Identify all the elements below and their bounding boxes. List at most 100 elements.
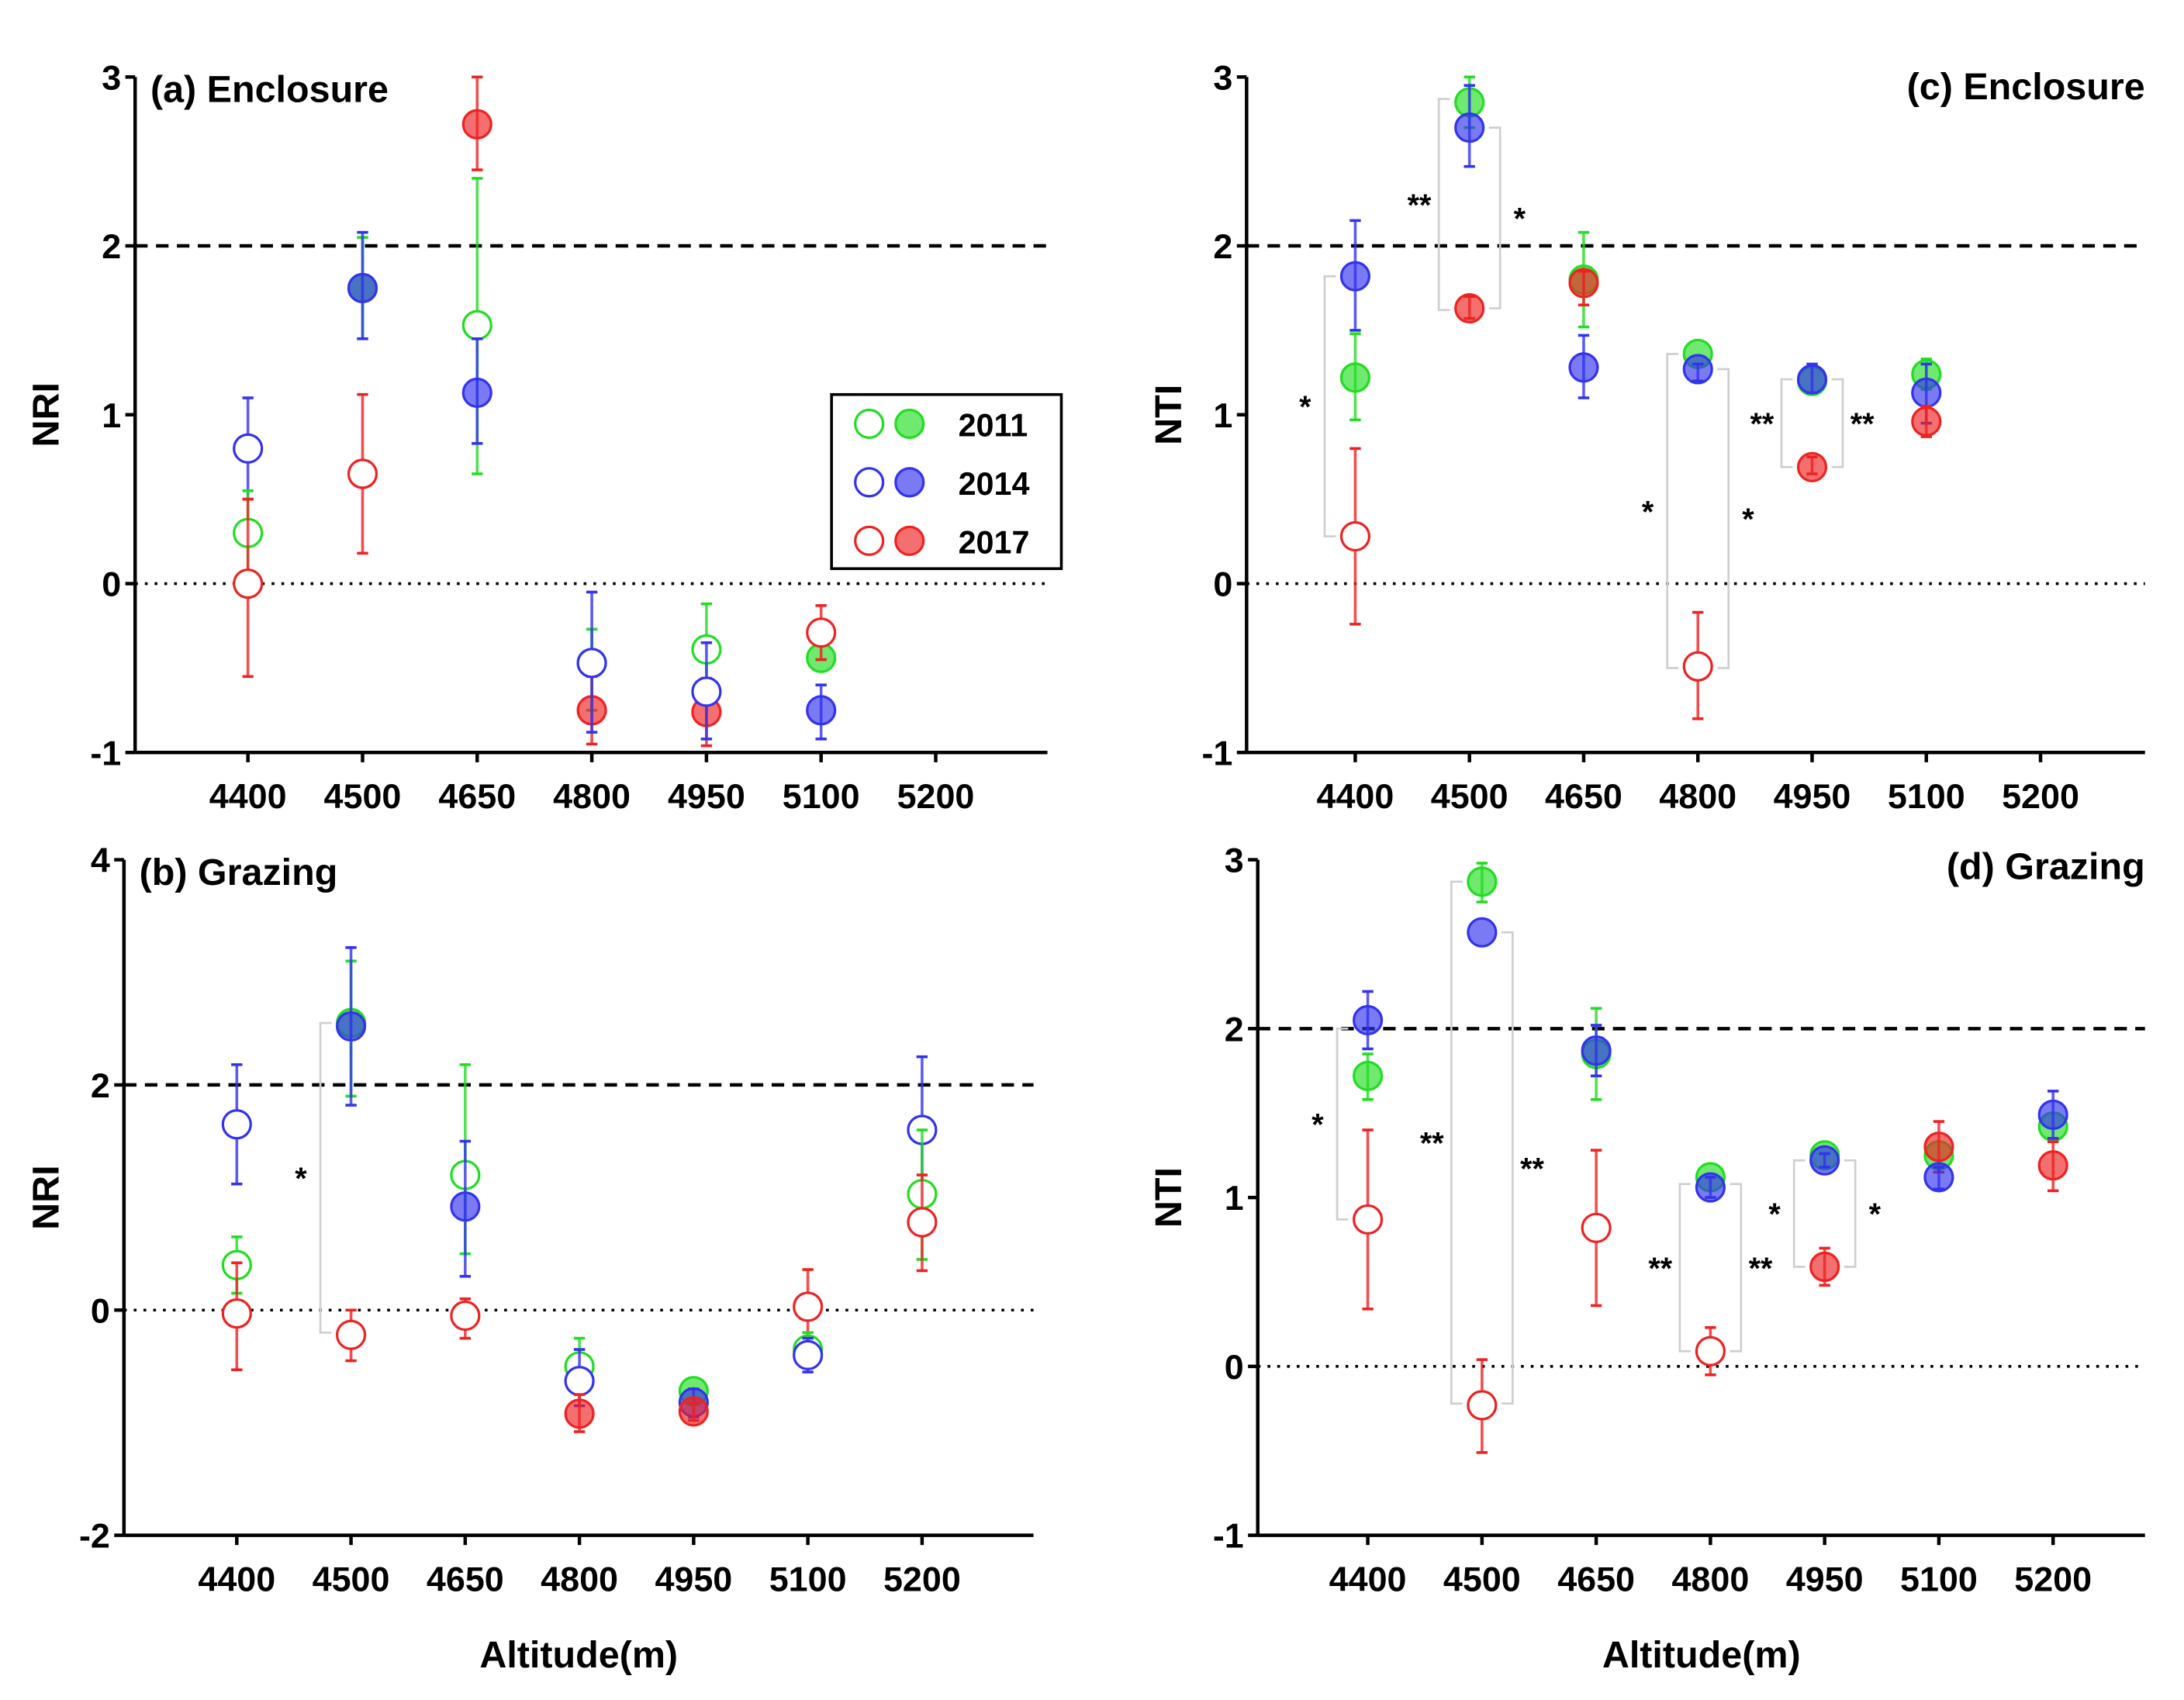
- x-tick-label: 4950: [1786, 1559, 1864, 1598]
- significance-label: *: [1869, 1197, 1882, 1232]
- x-tick-label: 4800: [553, 776, 631, 816]
- legend-marker-open: [854, 408, 885, 440]
- legend-marker-open: [854, 525, 885, 556]
- legend-label: 2017: [959, 524, 1030, 560]
- data-point-2017-open: [1467, 1390, 1498, 1421]
- x-tick-label: 4400: [198, 1559, 275, 1598]
- significance-label: *: [295, 1162, 307, 1196]
- data-point-2017-filled: [1809, 1251, 1840, 1282]
- significance-bracket: [1323, 275, 1336, 537]
- data-point-2011-filled: [1339, 362, 1371, 393]
- significance-bracket: [1502, 931, 1514, 1405]
- data-point-2017-filled: [1454, 293, 1485, 324]
- data-point-2014-filled: [1682, 354, 1713, 385]
- data-point-2017-filled: [1923, 1132, 1954, 1163]
- significance-bracket: [1678, 1183, 1692, 1353]
- x-axis-label: Altitude(m): [1602, 1634, 1801, 1676]
- x-tick-label: 4500: [1443, 1559, 1521, 1598]
- panel-title: (b) Grazing: [140, 852, 338, 893]
- x-tick-label: 4800: [541, 1559, 618, 1598]
- y-tick-label: 3: [1213, 57, 1232, 97]
- data-point-2014-filled: [450, 1191, 481, 1222]
- data-point-2017-filled: [1568, 268, 1599, 299]
- data-point-2017-open: [1695, 1335, 1726, 1367]
- legend-label: 2011: [959, 408, 1028, 444]
- x-tick-label: 4400: [1317, 776, 1394, 816]
- data-point-2017-open: [1339, 520, 1371, 552]
- data-point-2017-filled: [564, 1398, 595, 1429]
- x-tick-label: 5200: [883, 1559, 961, 1598]
- y-tick-label: 1: [1225, 1178, 1244, 1218]
- significance-label: *: [1299, 390, 1311, 424]
- significance-label: **: [1408, 188, 1432, 223]
- y-tick-label: -2: [79, 1516, 110, 1556]
- data-point-2014-filled: [2037, 1099, 2068, 1130]
- significance-bracket: [1336, 1027, 1349, 1221]
- legend-label: 2014: [959, 466, 1030, 502]
- data-point-2014-open: [691, 676, 722, 707]
- y-axis-label: NTI: [1148, 1167, 1190, 1228]
- x-tick-label: 5200: [2002, 776, 2079, 816]
- x-tick-label: 5100: [783, 776, 860, 816]
- x-tick-label: 4400: [209, 776, 287, 816]
- significance-label: **: [1420, 1127, 1444, 1161]
- data-point-2014-filled: [1581, 1035, 1612, 1066]
- y-tick-label: 3: [1225, 841, 1244, 880]
- panel-title: (d) Grazing: [1947, 846, 2145, 888]
- y-tick-label: 2: [1213, 226, 1232, 266]
- x-tick-label: 4650: [1545, 776, 1622, 816]
- x-tick-label: 4950: [668, 776, 745, 816]
- significance-label: *: [1768, 1197, 1781, 1232]
- x-tick-label: 4400: [1329, 1559, 1407, 1598]
- y-tick-label: 2: [102, 226, 121, 266]
- data-point-2014-filled: [1796, 364, 1828, 395]
- data-point-2017-open: [1682, 651, 1713, 682]
- x-tick-label: 4950: [655, 1559, 732, 1598]
- x-tick-label: 4800: [1671, 1559, 1749, 1598]
- x-tick-label: 4500: [324, 776, 402, 816]
- data-point-2014-filled: [1339, 261, 1371, 292]
- significance-label: *: [1742, 503, 1754, 537]
- y-tick-label: 1: [102, 396, 121, 435]
- data-point-2014-open: [564, 1366, 595, 1397]
- y-tick-label: 2: [91, 1066, 110, 1105]
- x-tick-label: 4650: [427, 1559, 504, 1598]
- data-point-2017-filled: [2037, 1150, 2068, 1181]
- legend-marker-filled: [894, 467, 925, 498]
- panel-a: -1 0 1 2 3 4400 4500 4650 4800 4950 5100 5200 (a) En…: [25, 57, 1048, 816]
- significance-bracket: [1666, 353, 1679, 669]
- legend: 2011 2014 2017: [830, 392, 1063, 571]
- significance-bracket: [1780, 378, 1793, 468]
- data-point-2014-filled: [1454, 112, 1485, 143]
- y-axis-label: NTI: [1148, 385, 1190, 445]
- y-axis-label: NRI: [25, 382, 67, 447]
- data-point-2017-filled: [1796, 451, 1828, 482]
- significance-bracket: [1831, 378, 1844, 468]
- x-axis-label: Altitude(m): [479, 1634, 678, 1676]
- y-tick-label: -1: [90, 733, 121, 772]
- data-point-2017-open: [907, 1207, 938, 1238]
- significance-label: *: [1514, 202, 1526, 236]
- data-point-2014-open: [793, 1339, 824, 1370]
- significance-bracket: [1450, 880, 1463, 1405]
- x-tick-label: 4950: [1774, 776, 1851, 816]
- data-point-2014-filled: [1353, 1004, 1384, 1036]
- data-point-2017-open: [1353, 1204, 1384, 1235]
- significance-bracket: [1437, 98, 1450, 312]
- data-point-2017-open: [450, 1300, 481, 1332]
- x-tick-label: 4500: [1431, 776, 1508, 816]
- data-point-2014-filled: [347, 272, 378, 304]
- data-point-2017-filled: [1911, 406, 1942, 437]
- data-point-2014-filled: [1695, 1172, 1726, 1203]
- significance-bracket: [1792, 1159, 1806, 1268]
- y-tick-label: 4: [91, 841, 110, 880]
- data-point-2014-filled: [461, 377, 492, 409]
- significance-label: **: [1648, 1252, 1672, 1286]
- x-tick-label: 5100: [769, 1559, 847, 1598]
- significance-bracket: [1488, 126, 1502, 309]
- panel-b: -2 0 2 4 4400 4500 4650 4800 4950 5100 5200 (b) Gra…: [25, 841, 1034, 1676]
- significance-label: *: [1311, 1108, 1324, 1142]
- y-tick-label: 0: [1225, 1347, 1244, 1387]
- data-point-2017-open: [221, 1298, 252, 1329]
